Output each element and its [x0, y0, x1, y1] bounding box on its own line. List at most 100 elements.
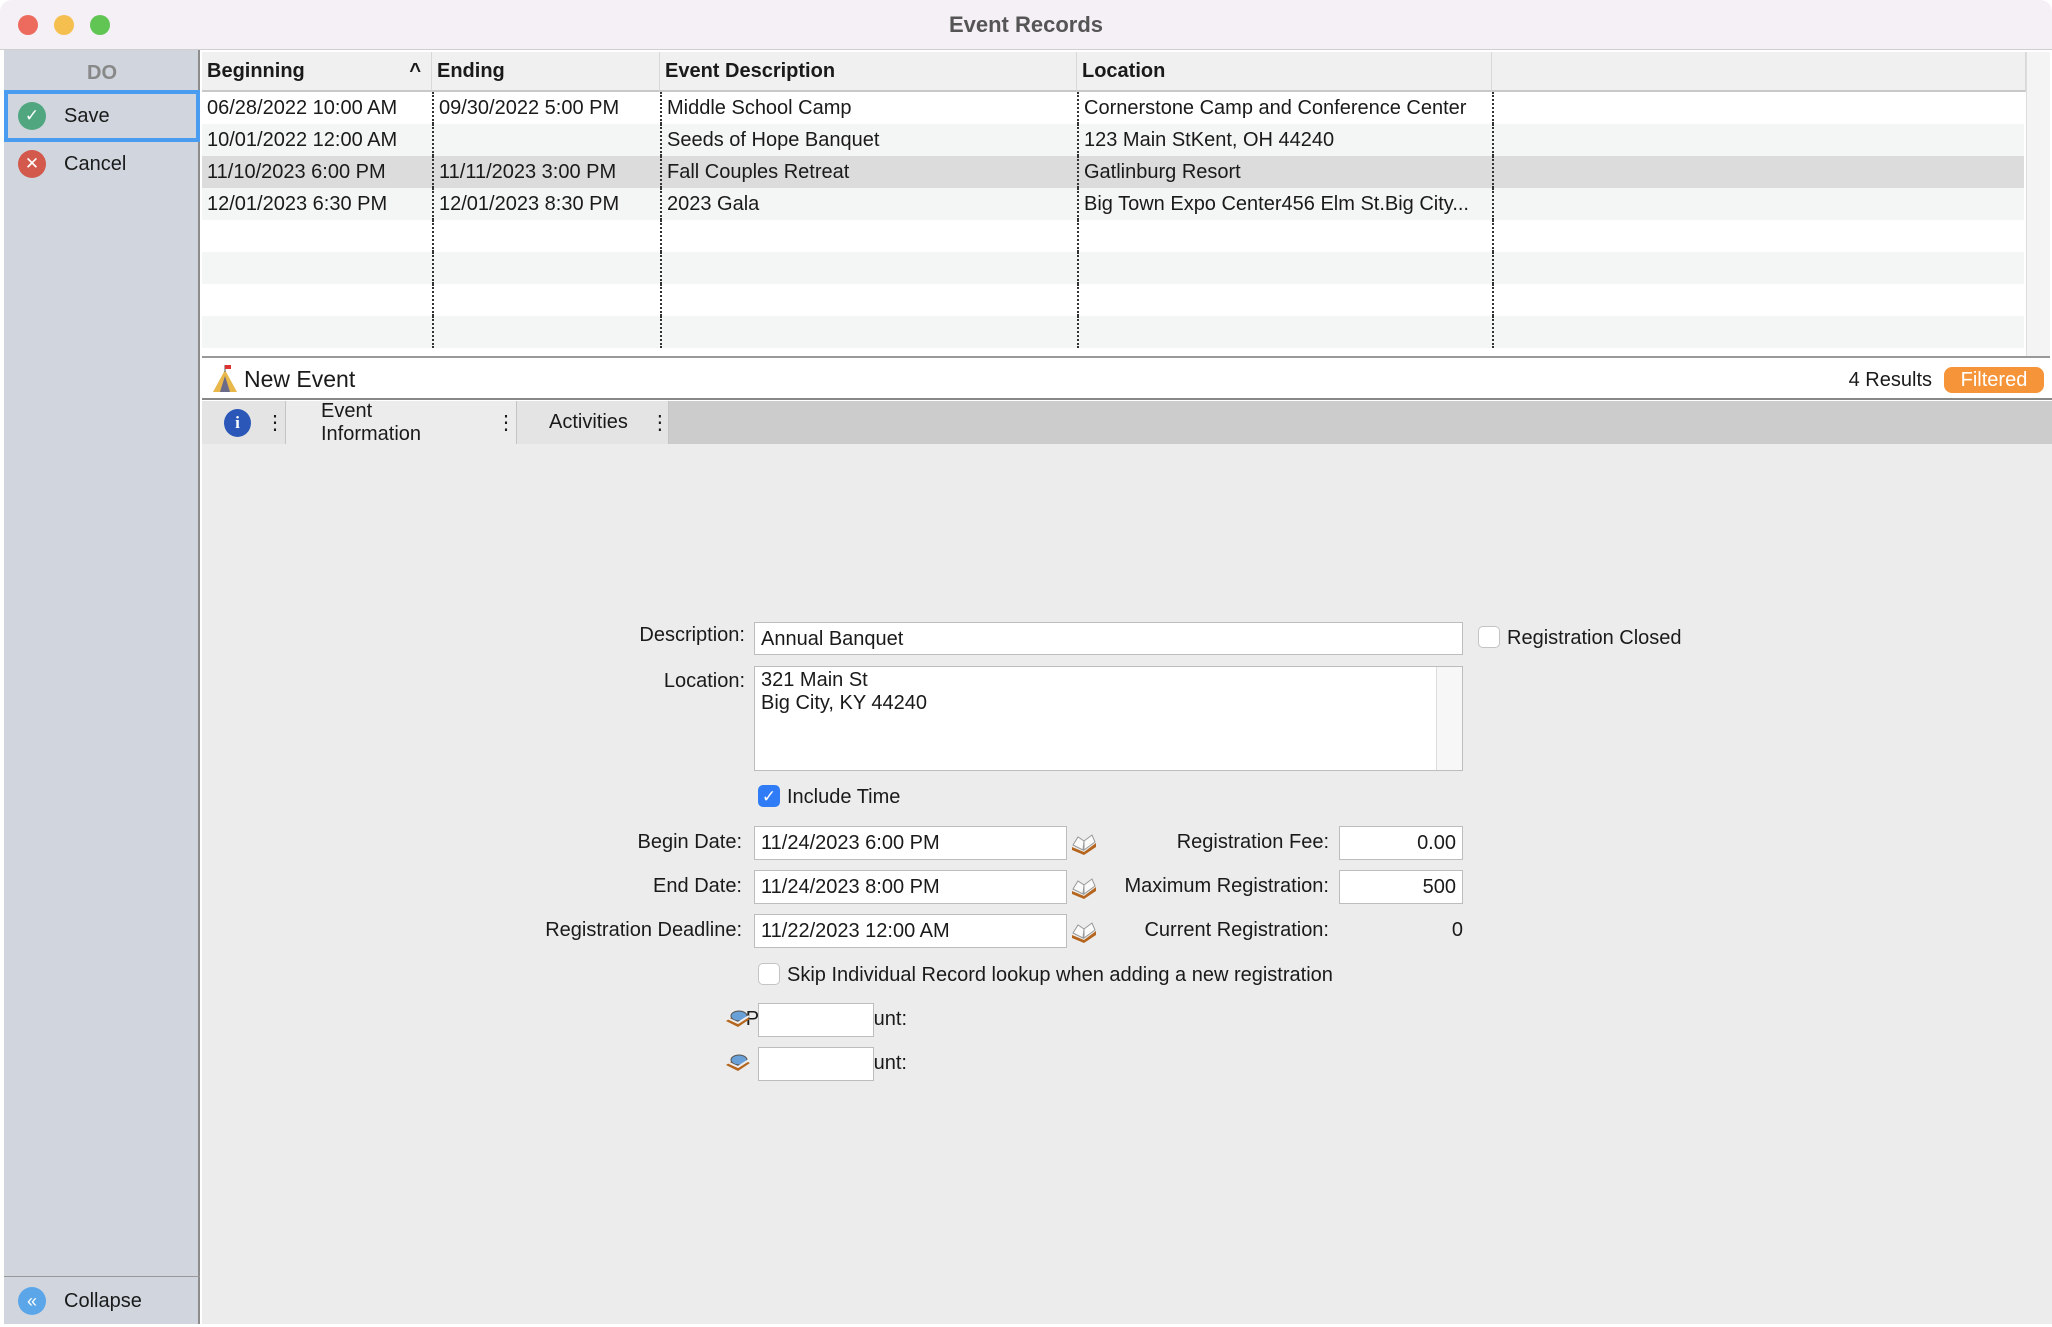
close-window-button[interactable] [18, 15, 38, 35]
record-header: New Event 4 Results Filtered [202, 360, 2052, 400]
location-textarea[interactable]: 321 Main St Big City, KY 44240 [754, 666, 1463, 771]
table-cell: 123 Main StKent, OH 44240 [1077, 124, 1492, 156]
registration-deadline-label: Registration Deadline: [545, 919, 742, 941]
tab-bar: i ⋮ Event Information ⋮ Activities ⋮ [202, 399, 2052, 445]
begin-date-label: Begin Date: [637, 831, 742, 853]
divider [4, 1276, 200, 1277]
table-cell: Cornerstone Camp and Conference Center [1077, 92, 1492, 124]
tab-menu-icon[interactable]: ⋮ [496, 412, 516, 434]
column-header-ending[interactable]: Ending [432, 52, 660, 92]
tab-event-information[interactable]: Event Information ⋮ [286, 399, 517, 445]
table-scrollbar[interactable] [2026, 52, 2050, 356]
table-cell [202, 284, 432, 316]
table-cell [202, 316, 432, 348]
location-line: 321 Main St [761, 669, 868, 691]
end-date-label: End Date: [653, 875, 742, 897]
skip-lookup-checkbox[interactable] [758, 963, 780, 985]
event-form: Description: Annual Banquet Registration… [202, 444, 2052, 1324]
cancel-button[interactable]: ✕ Cancel [4, 138, 200, 190]
table-row[interactable]: 10/01/2022 12:00 AM Seeds of Hope Banquet… [202, 124, 2024, 156]
minimize-window-button[interactable] [54, 15, 74, 35]
empty-table-row [202, 316, 2024, 348]
empty-table-row [202, 252, 2024, 284]
begin-date-input[interactable]: 11/24/2023 6:00 PM [754, 826, 1067, 860]
table-cell [432, 220, 660, 252]
column-header-empty [1492, 52, 2026, 92]
empty-table-row [202, 220, 2024, 252]
table-cell: 2023 Gala [660, 188, 1077, 220]
registration-deadline-input[interactable]: 11/22/2023 12:00 AM [754, 914, 1067, 948]
account-lookup-icon[interactable] [724, 1051, 752, 1073]
payment-account-input[interactable] [758, 1003, 874, 1037]
tab-activities[interactable]: Activities ⋮ [517, 401, 670, 444]
sort-ascending-icon: ^ [409, 60, 421, 82]
location-scrollbar[interactable] [1436, 667, 1462, 770]
table-cell [1077, 316, 1492, 348]
table-cell [1492, 316, 2024, 348]
registration-fee-input[interactable]: 0.00 [1339, 826, 1463, 860]
table-row[interactable]: 11/10/2023 6:00 PM 11/11/2023 3:00 PM Fall… [202, 156, 2024, 188]
table-cell [1492, 92, 2024, 124]
tab-info[interactable]: i ⋮ [202, 401, 286, 444]
table-cell [1492, 220, 2024, 252]
end-date-input[interactable]: 11/24/2023 8:00 PM [754, 870, 1067, 904]
description-input[interactable]: Annual Banquet [754, 622, 1463, 655]
tab-menu-icon[interactable]: ⋮ [649, 412, 670, 434]
column-header-location[interactable]: Location [1077, 52, 1492, 92]
tab-menu-icon[interactable]: ⋮ [265, 412, 285, 434]
check-icon: ✓ [18, 102, 46, 130]
window-title: Event Records [948, 12, 1104, 37]
sidebar: DO ✓ Save ✕ Cancel « Collapse [4, 50, 200, 1324]
maximum-registration-label: Maximum Registration: [1124, 875, 1329, 897]
collapse-button[interactable]: « Collapse [4, 1275, 200, 1327]
table-row[interactable]: 12/01/2023 6:30 PM 12/01/2023 8:30 PM 2023… [202, 188, 2024, 220]
fee-account-input[interactable] [758, 1047, 874, 1081]
save-button[interactable]: ✓ Save [4, 90, 200, 142]
skip-lookup-label: Skip Individual Record lookup when addin… [787, 964, 1333, 986]
maximum-registration-input[interactable]: 500 [1339, 870, 1463, 904]
table-cell: 11/10/2023 6:00 PM [207, 161, 386, 183]
table-cell [1492, 188, 2024, 220]
table-cell [432, 316, 660, 348]
account-lookup-icon[interactable] [724, 1007, 752, 1029]
include-time-checkbox[interactable]: ✓ [758, 785, 780, 807]
table-cell: 12/01/2023 8:30 PM [432, 188, 660, 220]
cancel-label: Cancel [64, 152, 127, 175]
table-cell [1077, 220, 1492, 252]
filtered-badge[interactable]: Filtered [1944, 367, 2044, 393]
table-cell [1492, 284, 2024, 316]
title-bar: Event Records [0, 0, 2052, 50]
record-title: New Event [244, 366, 356, 392]
table-cell: Big Town Expo Center456 Elm St.Big City.… [1077, 188, 1492, 220]
table-cell [202, 252, 432, 284]
tab-label: Event Information [321, 399, 422, 445]
table-cell: 10/01/2022 12:00 AM [207, 129, 398, 151]
calendar-book-icon[interactable] [1070, 921, 1098, 943]
results-count: 4 Results [1848, 369, 1932, 391]
collapse-label: Collapse [64, 1289, 142, 1312]
table-cell [202, 220, 432, 252]
calendar-book-icon[interactable] [1070, 877, 1098, 899]
table-cell: 11/11/2023 3:00 PM [432, 156, 660, 188]
table-cell: Seeds of Hope Banquet [660, 124, 1077, 156]
registration-fee-label: Registration Fee: [1176, 831, 1329, 853]
include-time-label: Include Time [787, 786, 901, 808]
table-cell [432, 284, 660, 316]
zoom-window-button[interactable] [90, 15, 110, 35]
table-cell: Fall Couples Retreat [660, 156, 1077, 188]
column-header-beginning[interactable]: Beginning ^ [202, 52, 432, 92]
table-row[interactable]: 06/28/2022 10:00 AM 09/30/2022 5:00 PM Mid… [202, 92, 2024, 124]
tent-icon [213, 365, 237, 392]
table-cell [1492, 252, 2024, 284]
table-cell: 09/30/2022 5:00 PM [432, 92, 660, 124]
calendar-book-icon[interactable] [1070, 833, 1098, 855]
location-label: Location: [663, 670, 745, 692]
table-cell [432, 252, 660, 284]
table-cell: 06/28/2022 10:00 AM [207, 97, 398, 119]
table-cell [660, 316, 1077, 348]
column-header-description[interactable]: Event Description [660, 52, 1077, 92]
table-cell [1492, 156, 2024, 188]
registration-closed-checkbox[interactable] [1478, 626, 1500, 648]
double-chevron-left-icon: « [18, 1287, 46, 1315]
table-cell: 12/01/2023 6:30 PM [207, 193, 388, 215]
